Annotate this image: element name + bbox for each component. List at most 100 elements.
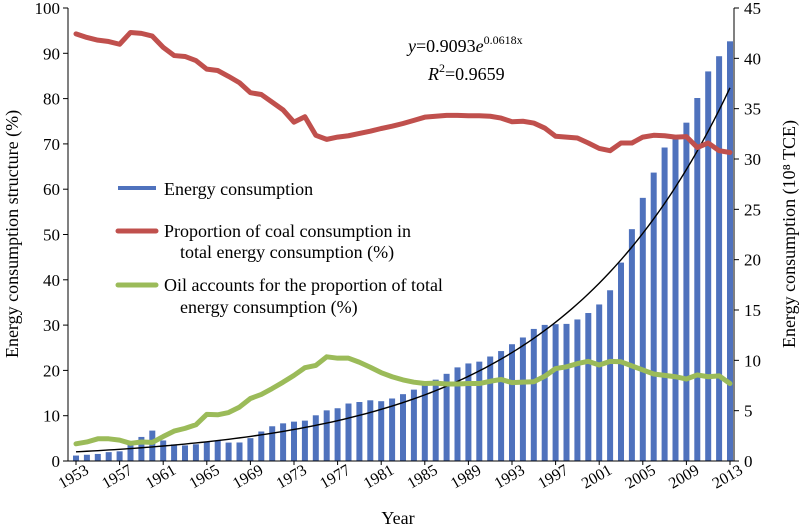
x-ticks: 1953 1957 1961 1965 1969 1973 1977 1981 1985 1989… bbox=[56, 461, 746, 492]
x-tick-label-1981: 1981 bbox=[361, 462, 397, 493]
legend: Energy consumption Proportion of coal co… bbox=[115, 179, 443, 318]
x-tick-label-1953: 1953 bbox=[56, 462, 92, 493]
right-tick-label-25: 25 bbox=[744, 200, 761, 219]
left-tick-label-40: 40 bbox=[43, 271, 60, 290]
energy-bar-2001 bbox=[596, 304, 603, 461]
energy-bar-1982 bbox=[389, 398, 396, 461]
legend-label-oil-line1: Oil accounts for the proportion of total bbox=[164, 275, 443, 295]
energy-bar-1998 bbox=[563, 323, 570, 461]
equation-e-symbol: e bbox=[476, 36, 484, 56]
energy-bar-1959 bbox=[138, 436, 145, 461]
energy-bar-1965 bbox=[203, 441, 210, 461]
energy-bar-1972 bbox=[280, 423, 287, 461]
x-tick-label-1993: 1993 bbox=[492, 462, 528, 493]
left-y-ticks: 0 10 20 30 40 50 60 70 80 90 100 bbox=[35, 0, 68, 471]
right-tick-label-15: 15 bbox=[744, 301, 761, 320]
energy-bar-2004 bbox=[628, 229, 635, 461]
energy-bar-1953 bbox=[73, 455, 79, 461]
left-tick-label-80: 80 bbox=[43, 90, 60, 109]
energy-bar-1988 bbox=[454, 367, 461, 461]
right-tick-label-0: 0 bbox=[744, 452, 753, 471]
coal-proportion-line bbox=[73, 29, 733, 156]
right-tick-label-20: 20 bbox=[744, 251, 761, 270]
r-squared: R2=0.9659 bbox=[427, 61, 505, 84]
x-tick-label-2013: 2013 bbox=[710, 462, 746, 493]
energy-bar-1986 bbox=[432, 379, 439, 461]
right-y-axis-title: Energy consumption (10⁸ TCE) bbox=[779, 120, 800, 348]
energy-bar-2009 bbox=[683, 122, 690, 461]
legend-label-oil-line2: energy consumption (%) bbox=[180, 297, 358, 318]
trend-equation: y=0.9093e0.0618x bbox=[406, 33, 523, 56]
legend-label-energy: Energy consumption bbox=[164, 179, 313, 199]
axes: 0 10 20 30 40 50 60 70 80 90 100 0 5 10 15 20 25 30 35 40 4… bbox=[35, 0, 762, 492]
left-tick-label-30: 30 bbox=[43, 316, 60, 335]
energy-bar-1960 bbox=[149, 430, 156, 461]
x-tick-label-1989: 1989 bbox=[448, 462, 484, 493]
r-squared-r-symbol: R bbox=[427, 64, 439, 84]
legend-label-coal-line2: total energy consumption (%) bbox=[180, 242, 394, 263]
left-tick-label-60: 60 bbox=[43, 180, 60, 199]
energy-bar-1994 bbox=[519, 337, 526, 461]
energy-bar-2012 bbox=[716, 56, 723, 461]
energy-bar-1999 bbox=[574, 319, 581, 461]
equation-y-symbol: y bbox=[406, 36, 416, 56]
oil-proportion-line bbox=[73, 354, 733, 447]
energy-bar-1975 bbox=[312, 415, 319, 461]
energy-bar-1967 bbox=[225, 442, 232, 461]
energy-bar-1969 bbox=[247, 438, 254, 461]
r-squared-value: =0.9659 bbox=[445, 64, 505, 84]
energy-bar-1984 bbox=[410, 389, 417, 461]
energy-bar-1970 bbox=[258, 431, 265, 461]
right-tick-label-35: 35 bbox=[744, 100, 761, 119]
energy-bar-1974 bbox=[301, 420, 308, 461]
left-tick-label-100: 100 bbox=[35, 0, 61, 18]
r-squared-exponent: 2 bbox=[439, 61, 445, 75]
energy-bar-1968 bbox=[236, 442, 243, 461]
energy-bar-1995 bbox=[530, 328, 537, 461]
x-tick-label-1997: 1997 bbox=[535, 462, 571, 493]
energy-bar-1977 bbox=[334, 408, 341, 461]
equation-exponent: 0.0618x bbox=[484, 33, 523, 47]
energy-bar-1989 bbox=[465, 363, 472, 461]
x-tick-label-2005: 2005 bbox=[622, 462, 658, 493]
right-tick-label-5: 5 bbox=[744, 402, 753, 421]
energy-bar-1997 bbox=[552, 324, 559, 461]
right-tick-label-40: 40 bbox=[744, 49, 761, 68]
x-tick-label-1957: 1957 bbox=[99, 462, 135, 493]
left-tick-label-90: 90 bbox=[43, 44, 60, 63]
energy-bar-2010 bbox=[694, 98, 701, 461]
x-tick-label-1961: 1961 bbox=[143, 462, 179, 493]
equation-coefficient: =0.9093 bbox=[416, 36, 476, 56]
x-axis-title: Year bbox=[381, 508, 414, 528]
x-tick-label-1965: 1965 bbox=[186, 462, 222, 493]
x-tick-label-1977: 1977 bbox=[317, 462, 353, 493]
energy-bar-1985 bbox=[421, 383, 428, 461]
energy-bar-1966 bbox=[214, 440, 221, 461]
energy-bar-2007 bbox=[661, 147, 668, 461]
right-tick-label-45: 45 bbox=[744, 0, 761, 18]
right-y-ticks: 0 5 10 15 20 25 30 35 40 45 bbox=[734, 0, 761, 471]
energy-bar-1976 bbox=[323, 410, 330, 461]
energy-bar-1957 bbox=[116, 451, 123, 461]
energy-bar-1996 bbox=[541, 324, 548, 461]
right-tick-label-30: 30 bbox=[744, 150, 761, 169]
energy-bar-1980 bbox=[367, 400, 374, 461]
energy-bar-2013 bbox=[727, 41, 733, 461]
energy-bar-2011 bbox=[705, 71, 712, 462]
energy-bar-2006 bbox=[650, 172, 657, 461]
energy-bar-2005 bbox=[639, 197, 646, 462]
x-tick-label-1969: 1969 bbox=[230, 462, 266, 493]
left-y-axis-title: Energy consumption structure (%) bbox=[2, 110, 23, 358]
energy-bar-1963 bbox=[182, 445, 188, 461]
energy-bar-1964 bbox=[192, 444, 199, 461]
energy-bar-1987 bbox=[443, 373, 450, 461]
energy-consumption-bars bbox=[73, 41, 733, 462]
energy-bar-2000 bbox=[585, 313, 592, 461]
left-tick-label-70: 70 bbox=[43, 135, 60, 154]
energy-bar-1990 bbox=[476, 361, 483, 461]
exponential-trend-line bbox=[75, 87, 731, 453]
energy-bar-1991 bbox=[487, 356, 494, 461]
energy-bar-2002 bbox=[607, 290, 614, 461]
left-tick-label-0: 0 bbox=[52, 452, 61, 471]
energy-bar-1993 bbox=[509, 344, 515, 461]
